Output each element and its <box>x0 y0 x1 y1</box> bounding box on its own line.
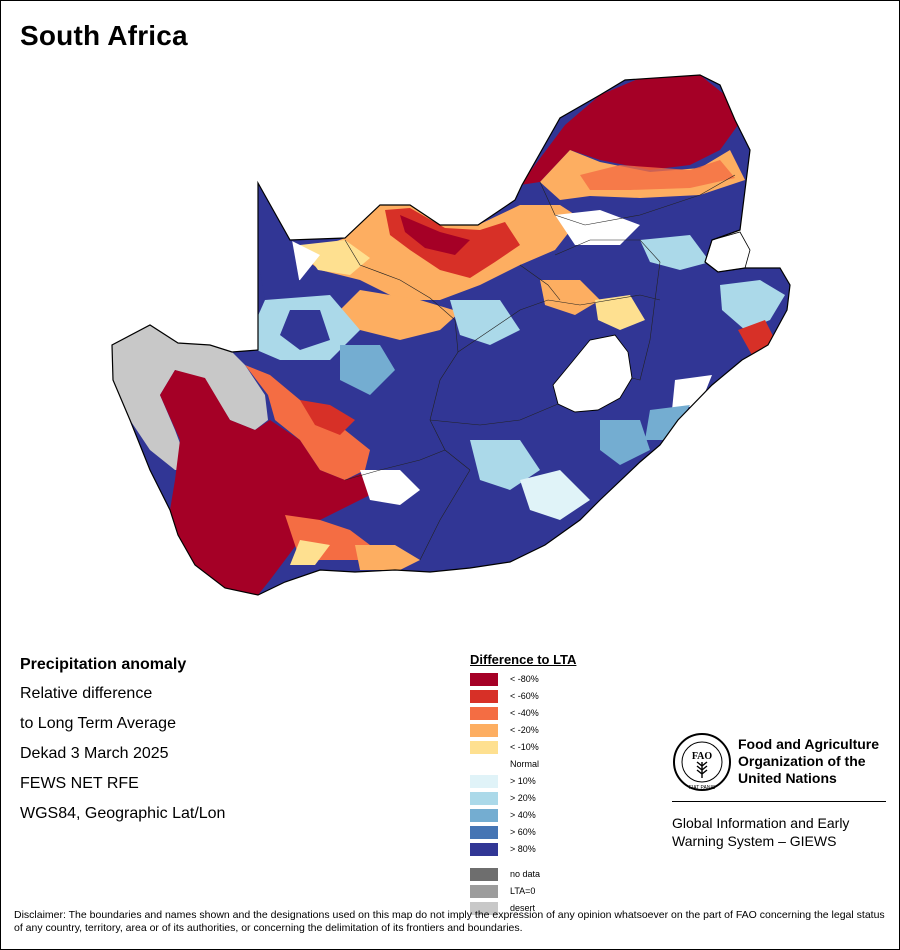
legend-item: LTA=0 <box>470 883 576 900</box>
organization-divider <box>672 801 886 802</box>
legend-item: > 20% <box>470 790 576 807</box>
legend-label: LTA=0 <box>510 886 536 896</box>
legend: Difference to LTA < -80% < -60% < -40% < -2… <box>470 652 576 917</box>
legend-swatch <box>470 792 498 805</box>
legend-swatch <box>470 690 498 703</box>
legend-swatch <box>470 707 498 720</box>
organization-name-line: Organization of the <box>738 753 866 769</box>
info-line: Relative difference <box>20 685 153 702</box>
legend-extra: no data LTA=0 desert <box>470 866 576 917</box>
anomaly-map <box>111 74 791 596</box>
map-title: South Africa <box>20 20 188 51</box>
info-heading: Precipitation anomaly <box>20 656 187 673</box>
legend-item: < -40% <box>470 705 576 722</box>
legend-item: > 10% <box>470 773 576 790</box>
legend-label: > 80% <box>510 844 536 854</box>
legend-item: < -10% <box>470 739 576 756</box>
legend-label: desert <box>510 903 536 913</box>
legend-swatch <box>470 758 498 771</box>
legend-swatch <box>470 826 498 839</box>
legend-item: > 60% <box>470 824 576 841</box>
organization-name: Food and Agriculture Organization of the… <box>738 736 898 787</box>
fao-logo-icon: FAO FIAT PANIS <box>673 733 731 791</box>
map-info: Precipitation anomaly Relative differenc… <box>20 656 225 834</box>
disclaimer: Disclaimer: The boundaries and names sho… <box>14 909 885 934</box>
fao-logo-motto: FIAT PANIS <box>689 785 716 791</box>
legend-label: no data <box>510 869 541 879</box>
legend-item: Normal <box>470 756 576 773</box>
legend-label: < -60% <box>510 691 539 701</box>
legend-label: < -20% <box>510 725 539 735</box>
legend-swatch <box>470 673 498 686</box>
legend-title: Difference to LTA <box>470 652 577 667</box>
legend-swatch <box>470 843 498 856</box>
legend-swatch <box>470 775 498 788</box>
legend-label: > 10% <box>510 776 536 786</box>
info-line: WGS84, Geographic Lat/Lon <box>20 805 226 822</box>
legend-item: < -60% <box>470 688 576 705</box>
legend-classes: < -80% < -60% < -40% < -20% < -10% Normal > 10… <box>470 671 576 858</box>
legend-label: < -40% <box>510 708 539 718</box>
system-name: Global Information and Early Warning Sys… <box>672 814 892 850</box>
info-line: Dekad 3 March 2025 <box>20 745 169 762</box>
legend-item: > 40% <box>470 807 576 824</box>
legend-label: > 40% <box>510 810 536 820</box>
system-name-line: Global Information and Early <box>672 815 850 831</box>
province-boundaries <box>344 174 736 561</box>
fao-logo-text: FAO <box>692 751 713 762</box>
legend-label: < -80% <box>510 674 539 684</box>
legend-item: desert <box>470 900 576 917</box>
legend-swatch <box>470 868 498 881</box>
info-line: to Long Term Average <box>20 715 176 732</box>
legend-item: no data <box>470 866 576 883</box>
legend-swatch <box>470 902 498 915</box>
organization-name-line: Food and Agriculture <box>738 736 880 752</box>
legend-swatch <box>470 809 498 822</box>
organization-name-line: United Nations <box>738 770 837 786</box>
legend-swatch <box>470 724 498 737</box>
legend-item: < -80% <box>470 671 576 688</box>
legend-label: < -10% <box>510 742 539 752</box>
legend-label: > 20% <box>510 793 536 803</box>
legend-label: > 60% <box>510 827 536 837</box>
legend-label: Normal <box>510 759 540 769</box>
legend-item: > 80% <box>470 841 576 858</box>
info-line: FEWS NET RFE <box>20 775 139 792</box>
anomaly-raster <box>112 75 790 595</box>
system-name-line: Warning System – GIEWS <box>672 833 837 849</box>
legend-item: < -20% <box>470 722 576 739</box>
legend-swatch <box>470 885 498 898</box>
legend-swatch <box>470 741 498 754</box>
